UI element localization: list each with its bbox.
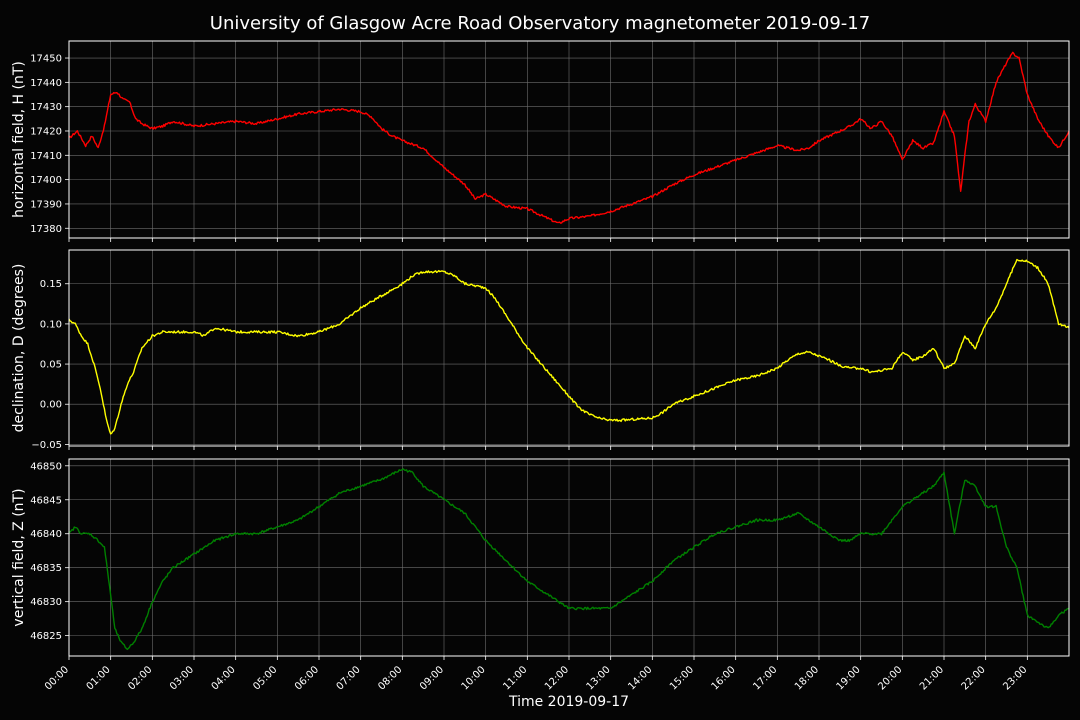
y-axis-label: vertical field, Z (nT)	[11, 488, 27, 626]
series-line	[68, 51, 1070, 224]
x-axis-label: Time 2019-09-17	[508, 694, 629, 710]
y-tick-label: −0.05	[31, 440, 62, 451]
panel-frame	[68, 458, 1070, 657]
y-tick-label: 17430	[30, 102, 62, 113]
y-tick-label: 0.15	[40, 279, 62, 290]
panel-3: 46825 46830 46835 46840 46845 46850 vertical f…	[11, 458, 1070, 660]
y-tick-label: 17450	[30, 54, 62, 65]
y-tick-label: 17400	[30, 175, 62, 186]
y-tick-label: 0.05	[40, 360, 62, 371]
panel-frame	[68, 40, 1070, 239]
y-axis-label: declination, D (degrees)	[11, 264, 27, 433]
panel-frame	[68, 249, 1070, 447]
y-tick-label: 17380	[30, 224, 62, 235]
y-tick-label: 17390	[30, 199, 62, 210]
y-tick-label: 46835	[30, 563, 62, 574]
chart-title: University of Glasgow Acre Road Observat…	[210, 13, 870, 34]
series-line	[68, 468, 1070, 651]
y-tick-label: 0.10	[40, 319, 62, 330]
y-tick-label: 46840	[30, 529, 62, 540]
panel-2: −0.05 0.00 0.05 0.10 0.15 declination, D (deg…	[11, 249, 1070, 451]
y-tick-label: 17420	[30, 126, 62, 137]
y-axis-label: horizontal field, H (nT)	[11, 61, 27, 218]
y-tick-label: 46845	[30, 495, 62, 506]
y-tick-label: 46830	[30, 597, 62, 608]
y-tick-label: 46825	[30, 631, 62, 642]
y-tick-label: 0.00	[40, 400, 62, 411]
y-tick-label: 17440	[30, 78, 62, 89]
y-tick-label: 46850	[30, 461, 62, 472]
panel-1: 17380 17390 17400 17410 17420 17430 17440 17450…	[11, 40, 1070, 242]
series-line	[68, 258, 1070, 435]
y-tick-label: 17410	[30, 151, 62, 162]
